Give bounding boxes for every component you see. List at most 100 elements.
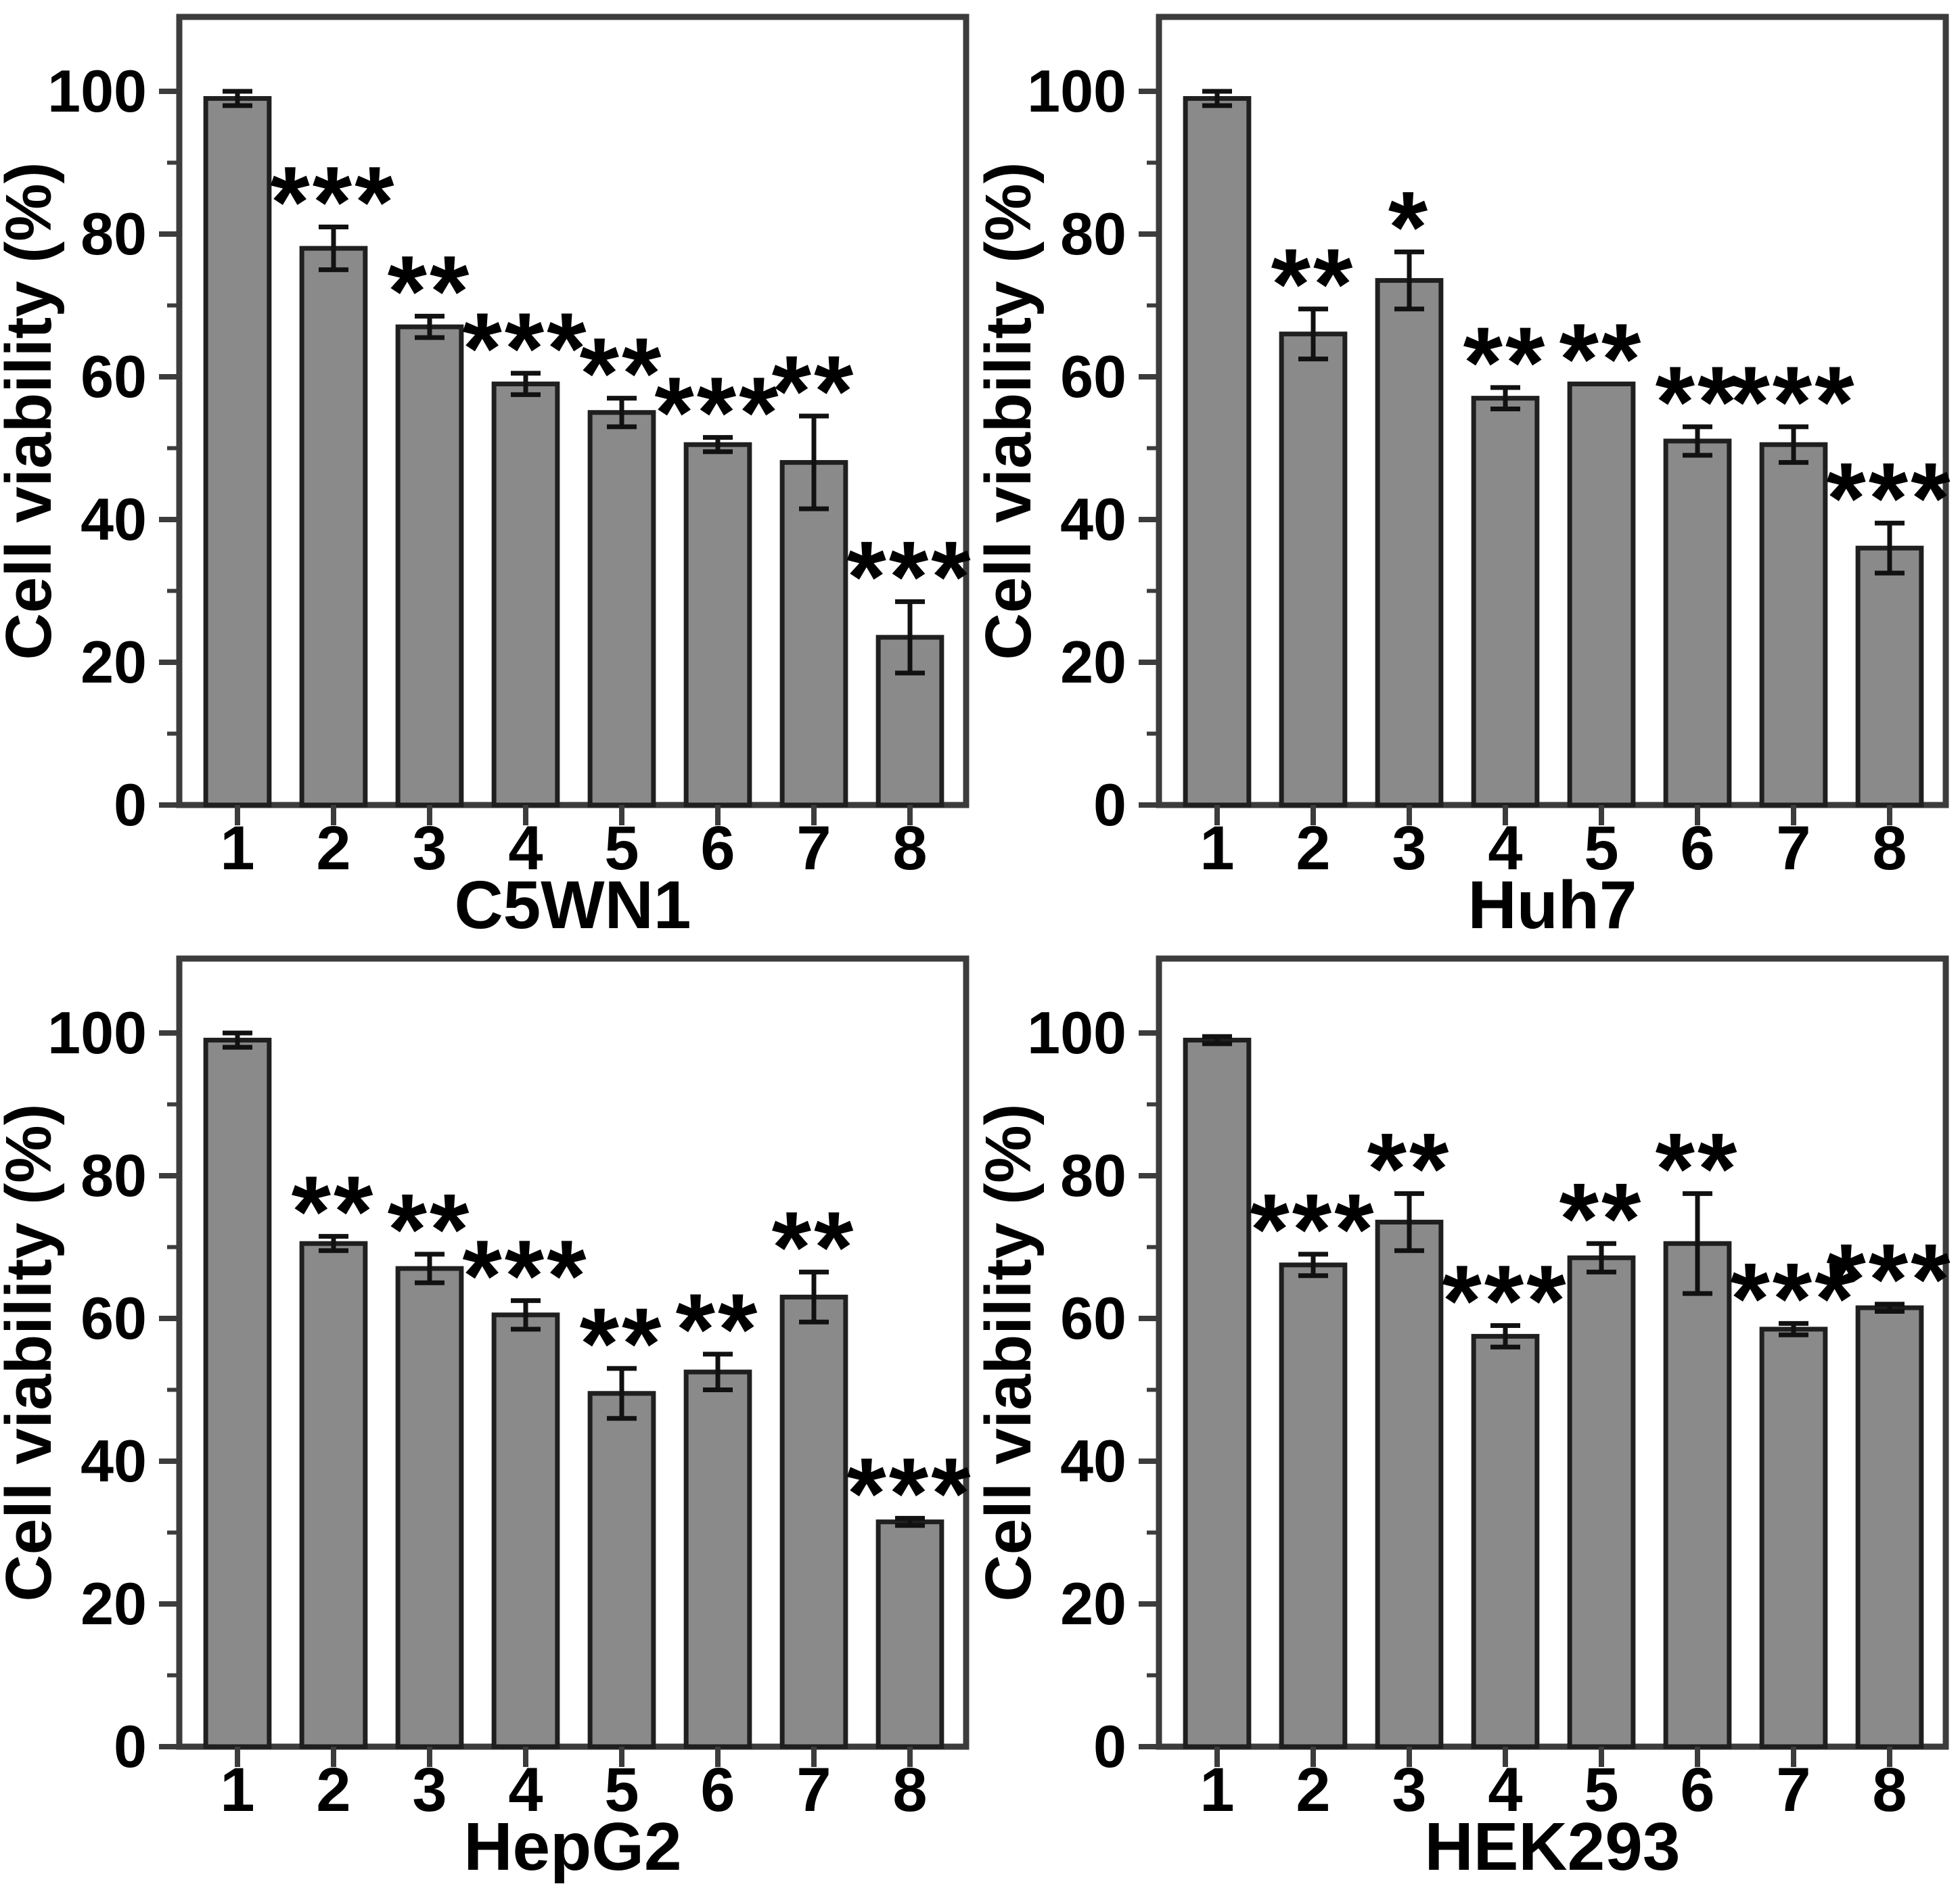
x-tick-label: 6 bbox=[700, 814, 735, 883]
error-bar bbox=[319, 1234, 348, 1254]
error-bar bbox=[1394, 249, 1424, 312]
y-tick-label: 40 bbox=[1060, 486, 1126, 553]
bar bbox=[1567, 382, 1636, 808]
y-tick-label: 0 bbox=[114, 1713, 147, 1780]
bar bbox=[1183, 1038, 1252, 1749]
y-tick-label: 100 bbox=[1027, 58, 1126, 124]
bar bbox=[491, 382, 560, 808]
bar bbox=[1375, 1220, 1444, 1749]
bar bbox=[683, 442, 752, 808]
bar bbox=[299, 1241, 368, 1749]
y-tick-label: 40 bbox=[1060, 1427, 1126, 1494]
error-bar bbox=[511, 1298, 541, 1332]
y-tick-label: 40 bbox=[81, 1427, 147, 1494]
y-tick-label: 80 bbox=[1060, 1142, 1126, 1209]
x-tick-label: 2 bbox=[1296, 814, 1330, 883]
error-bar bbox=[1875, 520, 1905, 576]
x-tick-label: 2 bbox=[316, 814, 350, 883]
significance-stars: *** bbox=[1826, 1222, 1953, 1336]
x-tick-label: 8 bbox=[892, 1755, 927, 1824]
significance-stars: ** bbox=[292, 1155, 376, 1268]
bar bbox=[587, 410, 656, 808]
bar bbox=[1375, 278, 1444, 808]
bar bbox=[587, 1391, 656, 1749]
bar bbox=[1279, 1262, 1348, 1749]
significance-stars: *** bbox=[462, 292, 589, 405]
error-bar bbox=[799, 413, 829, 511]
bar bbox=[875, 1519, 944, 1749]
y-tick-label: 0 bbox=[114, 771, 147, 838]
bar-chart: 0 20 40 60 80 100 Cell viability (%) 1 *** 2 ** 3 **… bbox=[980, 955, 1953, 1883]
x-tick-label: 6 bbox=[1680, 1755, 1714, 1824]
error-bar bbox=[1683, 424, 1712, 458]
bar bbox=[1663, 1241, 1732, 1749]
panel-title: C5WN1 bbox=[454, 867, 691, 942]
y-tick-label: 0 bbox=[1093, 1713, 1126, 1780]
plot-box bbox=[176, 14, 970, 808]
y-tick-label: 80 bbox=[81, 200, 147, 267]
error-bar bbox=[607, 396, 637, 430]
significance-stars: *** bbox=[1826, 441, 1953, 555]
bar bbox=[395, 1266, 464, 1749]
significance-stars: ** bbox=[772, 334, 857, 448]
significance-stars: *** bbox=[270, 145, 396, 258]
bar bbox=[1183, 96, 1252, 808]
panel-title: HepG2 bbox=[463, 1809, 681, 1883]
error-bar bbox=[799, 1269, 829, 1325]
y-axis-label: Cell viability (%) bbox=[0, 1103, 65, 1601]
x-tick-label: 1 bbox=[220, 814, 254, 883]
significance-stars: *** bbox=[1730, 345, 1856, 459]
bar bbox=[395, 324, 464, 808]
panel-hek293: 0 20 40 60 80 100 Cell viability (%) 1 *** 2 ** 3 **… bbox=[980, 942, 1960, 1884]
bar-chart: 0 20 40 60 80 100 Cell viability (%) 1 *** 2 ** 3 **… bbox=[0, 14, 973, 942]
error-bar bbox=[895, 599, 925, 676]
significance-stars: *** bbox=[846, 520, 973, 633]
error-bar bbox=[415, 1251, 445, 1285]
x-tick-label: 5 bbox=[604, 814, 639, 883]
error-bar bbox=[1394, 1191, 1424, 1254]
x-tick-label: 3 bbox=[1392, 1755, 1426, 1824]
x-tick-label: 5 bbox=[604, 1755, 639, 1824]
x-tick-label: 3 bbox=[412, 814, 447, 883]
x-tick-label: 6 bbox=[700, 1755, 735, 1824]
y-axis-label: Cell viability (%) bbox=[980, 162, 1045, 660]
x-tick-label: 4 bbox=[508, 814, 543, 883]
x-tick-label: 7 bbox=[796, 1755, 831, 1824]
significance-stars: ** bbox=[580, 1287, 664, 1400]
x-tick-label: 8 bbox=[1872, 814, 1907, 883]
x-tick-label: 1 bbox=[220, 1755, 254, 1824]
significance-stars: ** bbox=[388, 1172, 472, 1286]
significance-stars: *** bbox=[846, 1436, 973, 1550]
significance-stars: ** bbox=[1463, 306, 1548, 419]
x-tick-label: 7 bbox=[796, 814, 831, 883]
bar bbox=[1855, 545, 1924, 808]
y-tick-label: 100 bbox=[47, 58, 147, 124]
x-tick-label: 8 bbox=[1872, 1755, 1907, 1824]
error-bar bbox=[1202, 89, 1232, 108]
significance-stars: ** bbox=[388, 234, 472, 348]
bar bbox=[779, 460, 848, 808]
x-tick-label: 7 bbox=[1776, 1755, 1810, 1824]
bar bbox=[491, 1312, 560, 1749]
x-tick-label: 4 bbox=[508, 1755, 543, 1824]
significance-stars: ** bbox=[1271, 227, 1356, 341]
significance-stars: *** bbox=[1250, 1172, 1376, 1286]
error-bar bbox=[1490, 1323, 1520, 1350]
bar bbox=[779, 1294, 848, 1749]
error-bar bbox=[895, 1515, 925, 1528]
error-bar bbox=[1875, 1302, 1905, 1314]
y-tick-label: 60 bbox=[81, 343, 147, 410]
x-tick-label: 2 bbox=[1296, 1755, 1330, 1824]
significance-stars: ** bbox=[1559, 302, 1644, 416]
x-tick-label: 7 bbox=[1776, 814, 1810, 883]
x-tick-label: 8 bbox=[892, 814, 927, 883]
plot-box bbox=[1156, 955, 1949, 1750]
y-tick-label: 80 bbox=[1060, 200, 1126, 267]
y-tick-label: 20 bbox=[1060, 628, 1126, 695]
y-tick-label: 40 bbox=[81, 486, 147, 553]
significance-stars: *** bbox=[1730, 1241, 1856, 1355]
panel-c5wn1: 0 20 40 60 80 100 Cell viability (%) 1 *** 2 ** 3 **… bbox=[0, 0, 980, 942]
panel-title: Huh7 bbox=[1468, 867, 1637, 942]
y-tick-label: 100 bbox=[1027, 999, 1126, 1066]
